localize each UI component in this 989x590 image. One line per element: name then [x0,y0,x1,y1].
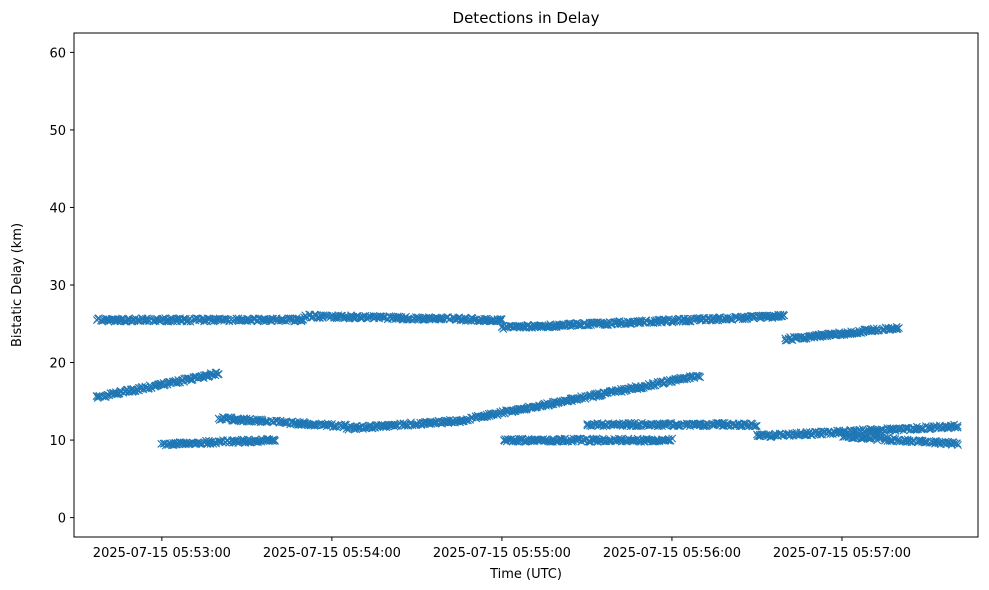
y-tick-label: 60 [49,46,66,61]
data-point [541,401,550,410]
data-point [708,421,716,430]
data-point [664,378,673,387]
data-point [664,419,673,428]
y-axis-label: Bistatic Delay (km) [10,223,25,347]
data-point [794,332,803,341]
data-point [953,421,962,430]
data-point [917,424,926,433]
data-point [668,434,677,443]
data-point [186,317,195,326]
data-point [752,421,761,430]
data-point [892,322,901,331]
x-tick-label: 2025-07-15 05:53:00 [93,546,231,561]
data-point [349,314,358,323]
data-point [497,315,506,324]
data-point [653,379,662,388]
data-point [604,436,613,445]
data-point [807,430,816,439]
data-point [894,324,903,333]
data-point [953,423,962,432]
axis-ticks: 0 10 20 30 40 50 60 2025-07-15 05:53:00 2025-07-… [49,46,911,561]
y-tick-label: 10 [49,434,66,449]
data-point [539,435,548,444]
data-point [637,384,645,393]
x-tick-label: 2025-07-15 05:56:00 [603,546,741,561]
data-point [692,371,701,380]
data-point [603,318,612,327]
data-point [191,373,200,382]
data-point [299,315,308,324]
data-point [953,441,962,449]
y-tick-label: 20 [49,357,66,372]
data-point [871,326,880,335]
x-axis-label: Time (UTC) [489,567,562,582]
data-point [583,391,592,400]
data-point [695,419,704,428]
data-point [885,436,894,445]
y-tick-label: 50 [49,124,66,139]
data-point [780,311,789,320]
data-point [802,428,811,437]
data-point [800,334,809,343]
data-point [390,422,399,431]
plot-area [92,310,962,450]
data-point [749,421,758,430]
data-point [726,315,735,324]
data-point [270,436,279,445]
data-point [144,384,153,393]
data-point [887,424,896,433]
data-point [878,326,887,335]
data-point [953,439,962,448]
data-point [495,315,504,324]
x-tick-label: 2025-07-15 05:57:00 [773,546,911,561]
data-point [111,389,120,398]
data-point [269,314,278,323]
y-tick-label: 40 [49,201,66,216]
x-tick-label: 2025-07-15 05:54:00 [263,546,401,561]
data-point [892,325,901,334]
data-point [203,314,212,323]
y-tick-label: 0 [58,512,66,527]
data-point [280,418,289,427]
y-tick-label: 30 [49,279,66,294]
data-point [742,313,751,322]
data-point [547,435,556,444]
data-point [601,389,610,398]
chart-title: Detections in Delay [453,9,600,27]
x-tick-label: 2025-07-15 05:55:00 [433,546,571,561]
data-point [214,370,223,379]
data-point [696,373,705,382]
data-point [173,378,182,387]
